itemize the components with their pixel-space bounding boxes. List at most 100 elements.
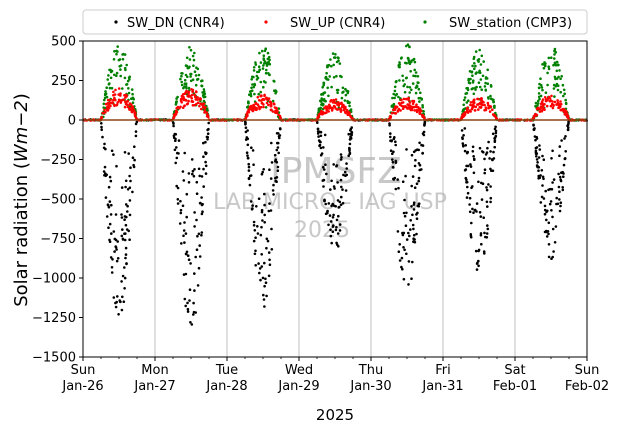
- data-point: [474, 64, 477, 68]
- data-point: [558, 209, 562, 213]
- data-point: [408, 234, 411, 238]
- data-point: [492, 100, 495, 104]
- data-point: [320, 93, 323, 96]
- data-point: [194, 255, 197, 259]
- data-point: [184, 232, 188, 235]
- data-point: [201, 91, 204, 94]
- data-point: [566, 116, 569, 119]
- data-point: [475, 262, 479, 265]
- data-point: [532, 128, 536, 132]
- data-point: [185, 250, 189, 254]
- data-point: [406, 85, 409, 89]
- data-point: [347, 101, 351, 105]
- data-point: [259, 94, 263, 97]
- data-point: [175, 146, 178, 149]
- data-point: [335, 74, 338, 78]
- data-point: [276, 165, 280, 169]
- data-point: [415, 110, 419, 114]
- data-point: [103, 108, 106, 112]
- data-point: [193, 272, 196, 275]
- data-point: [326, 65, 329, 69]
- data-point: [394, 187, 398, 191]
- data-point: [554, 84, 558, 88]
- data-point: [411, 260, 414, 264]
- data-point: [123, 76, 127, 80]
- data-point: [461, 114, 464, 118]
- data-point: [195, 180, 199, 184]
- data-point: [407, 260, 411, 263]
- data-point: [321, 98, 324, 102]
- data-point: [533, 135, 537, 138]
- data-point: [553, 61, 557, 65]
- data-point: [258, 99, 261, 102]
- data-point: [263, 221, 267, 224]
- data-point: [109, 256, 113, 259]
- data-point: [190, 88, 193, 91]
- data-point: [112, 90, 115, 94]
- y-tick-label: −500: [40, 193, 76, 208]
- x-tick-label: Wed: [285, 363, 313, 378]
- data-point: [107, 74, 110, 77]
- data-point: [181, 106, 185, 109]
- data-point: [472, 92, 476, 96]
- data-point: [489, 94, 492, 98]
- y-tick-label: 0: [68, 114, 76, 129]
- data-point: [550, 157, 553, 160]
- data-point: [121, 87, 124, 90]
- data-point: [103, 142, 106, 146]
- data-point: [402, 211, 406, 215]
- data-point: [110, 266, 114, 269]
- data-point: [486, 146, 489, 150]
- data-point: [479, 63, 483, 66]
- data-point: [188, 288, 192, 292]
- data-point: [564, 135, 567, 138]
- data-point: [316, 116, 320, 119]
- data-point: [193, 211, 196, 214]
- data-point: [129, 166, 132, 169]
- data-point: [406, 107, 409, 110]
- data-point: [407, 97, 410, 100]
- data-point: [112, 103, 116, 107]
- data-point: [130, 97, 133, 100]
- data-point: [317, 107, 321, 110]
- data-point: [126, 99, 129, 103]
- data-point: [192, 313, 195, 316]
- data-point: [325, 71, 328, 75]
- data-point: [246, 110, 249, 113]
- data-point: [534, 101, 538, 105]
- data-point: [469, 77, 472, 81]
- data-point: [477, 180, 480, 184]
- data-point: [128, 108, 131, 111]
- data-point: [278, 127, 282, 130]
- data-point: [197, 266, 201, 270]
- data-point: [461, 136, 464, 139]
- data-point: [341, 201, 345, 205]
- data-point: [179, 77, 182, 81]
- data-point: [552, 250, 555, 253]
- data-point: [248, 174, 252, 178]
- x-grid: [154, 41, 516, 357]
- data-point: [468, 196, 472, 200]
- data-point: [207, 121, 210, 125]
- data-point: [483, 231, 486, 235]
- data-point: [388, 124, 391, 127]
- data-point: [262, 85, 265, 89]
- data-point: [534, 138, 537, 142]
- data-point: [549, 99, 553, 102]
- data-point: [261, 170, 265, 174]
- data-point: [255, 74, 259, 78]
- data-point: [119, 64, 123, 67]
- data-point: [195, 90, 198, 94]
- data-point: [482, 216, 486, 219]
- data-point: [197, 73, 201, 77]
- data-point: [561, 188, 565, 192]
- data-point: [247, 101, 250, 104]
- data-point: [492, 150, 495, 154]
- data-point: [328, 214, 332, 217]
- data-point: [124, 223, 128, 227]
- data-point: [202, 88, 206, 91]
- data-point: [325, 111, 328, 114]
- data-point: [412, 74, 415, 78]
- data-point: [545, 104, 549, 108]
- data-point: [494, 125, 497, 129]
